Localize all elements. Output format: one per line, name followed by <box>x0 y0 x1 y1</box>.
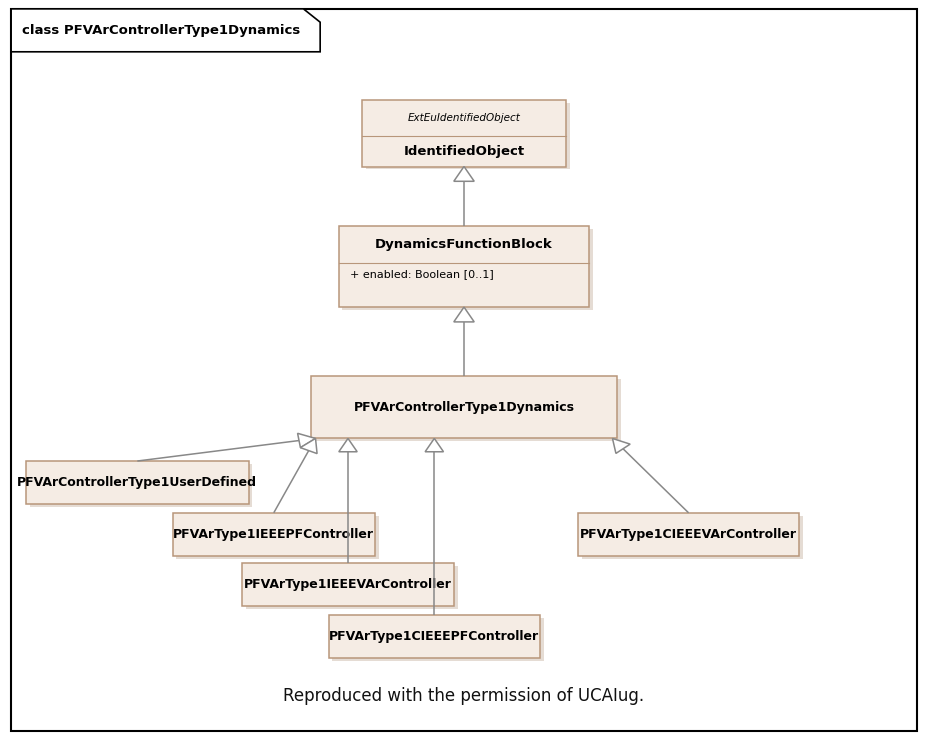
FancyBboxPatch shape <box>581 516 802 559</box>
Text: PFVArType1IEEEVArController: PFVArType1IEEEVArController <box>244 578 451 591</box>
Text: ExtEuIdentifiedObject: ExtEuIdentifiedObject <box>407 113 520 123</box>
Text: IdentifiedObject: IdentifiedObject <box>403 145 524 158</box>
Polygon shape <box>11 9 320 52</box>
Text: PFVArControllerType1UserDefined: PFVArControllerType1UserDefined <box>18 476 257 489</box>
Text: class PFVArControllerType1Dynamics: class PFVArControllerType1Dynamics <box>22 24 300 37</box>
Text: PFVArControllerType1Dynamics: PFVArControllerType1Dynamics <box>353 400 574 414</box>
Polygon shape <box>338 438 357 451</box>
Polygon shape <box>453 307 474 322</box>
FancyBboxPatch shape <box>338 226 589 307</box>
FancyBboxPatch shape <box>30 464 252 507</box>
Text: PFVArType1CIEEEVArController: PFVArType1CIEEEVArController <box>579 528 796 541</box>
FancyBboxPatch shape <box>11 9 916 731</box>
FancyBboxPatch shape <box>246 566 457 609</box>
Polygon shape <box>425 438 443 451</box>
Text: PFVArType1CIEEEPFController: PFVArType1CIEEEPFController <box>329 630 539 643</box>
FancyBboxPatch shape <box>342 229 592 310</box>
Polygon shape <box>298 434 315 448</box>
FancyBboxPatch shape <box>172 513 375 556</box>
FancyBboxPatch shape <box>311 375 616 438</box>
FancyBboxPatch shape <box>242 563 453 606</box>
Polygon shape <box>612 438 629 454</box>
Text: DynamicsFunctionBlock: DynamicsFunctionBlock <box>375 238 552 251</box>
FancyBboxPatch shape <box>314 378 620 441</box>
FancyBboxPatch shape <box>328 615 540 658</box>
FancyBboxPatch shape <box>365 103 569 169</box>
FancyBboxPatch shape <box>362 100 565 166</box>
Polygon shape <box>300 438 317 454</box>
Text: + enabled: Boolean [0..1]: + enabled: Boolean [0..1] <box>349 269 493 279</box>
FancyBboxPatch shape <box>578 513 798 556</box>
Text: PFVArType1IEEEPFController: PFVArType1IEEEPFController <box>173 528 374 541</box>
Text: Reproduced with the permission of UCAIug.: Reproduced with the permission of UCAIug… <box>283 687 644 704</box>
Polygon shape <box>453 166 474 181</box>
FancyBboxPatch shape <box>26 461 248 504</box>
FancyBboxPatch shape <box>176 516 378 559</box>
FancyBboxPatch shape <box>332 618 543 661</box>
